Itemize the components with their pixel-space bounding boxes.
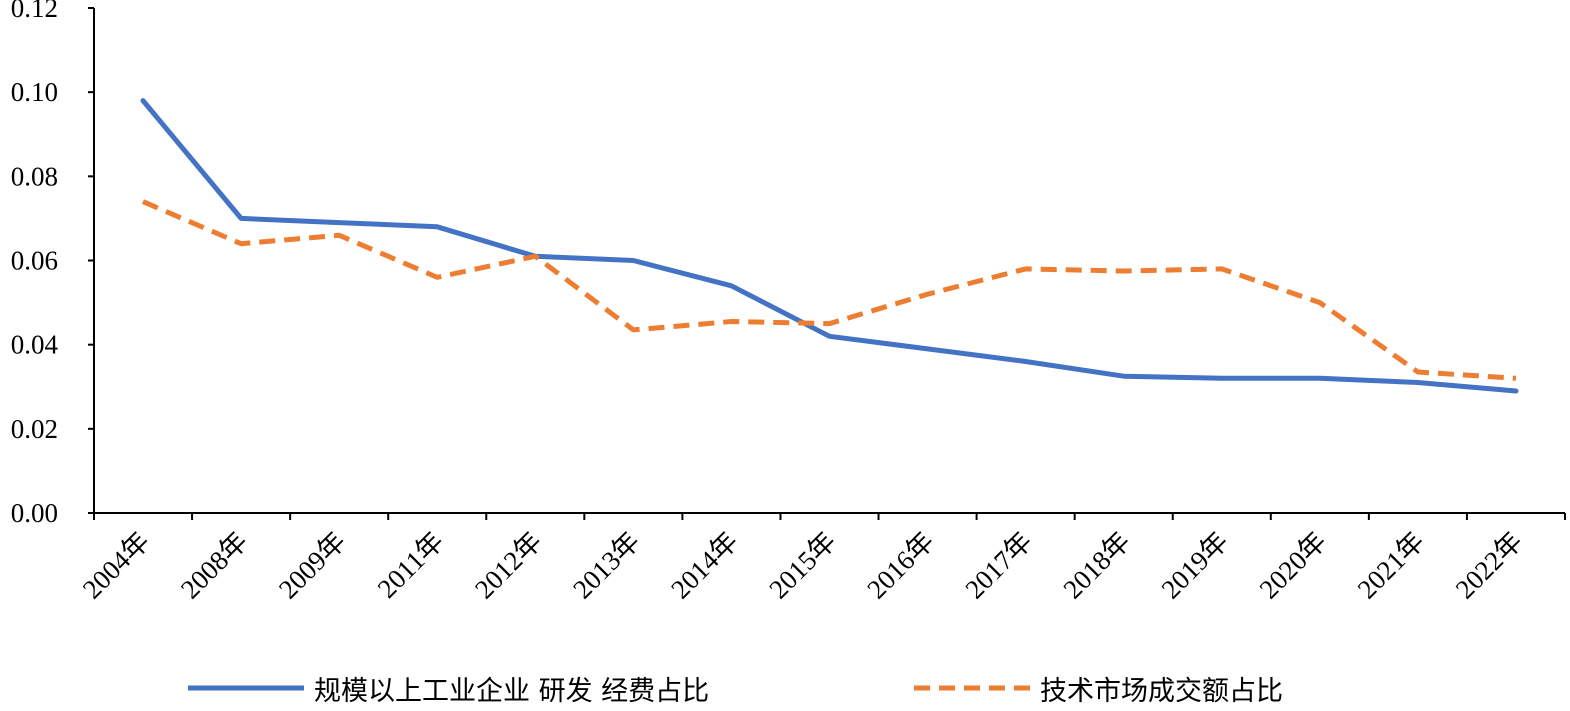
y-tick-label: 0.02: [11, 414, 58, 444]
y-tick-label: 0.08: [11, 161, 58, 191]
x-tick-label: 2016年: [861, 526, 939, 604]
data-point-series-1: [630, 258, 636, 264]
data-point-series-1: [336, 220, 342, 226]
data-point-series-2: [728, 319, 734, 325]
data-point-series-2: [630, 327, 636, 333]
data-point-series-1: [728, 283, 734, 289]
data-point-series-1: [1415, 380, 1421, 386]
data-point-series-1: [434, 224, 440, 230]
data-point-series-1: [925, 346, 931, 352]
data-point-series-2: [1513, 375, 1519, 381]
data-point-series-1: [1513, 388, 1519, 394]
x-tick-label: 2012年: [469, 526, 547, 604]
data-point-series-1: [238, 215, 244, 221]
data-point-series-2: [925, 291, 931, 297]
x-tick-label: 2009年: [273, 526, 351, 604]
legend-label-series-2: 技术市场成交额占比: [1040, 675, 1283, 707]
x-tick-label: 2019年: [1156, 526, 1234, 604]
legend: 规模以上工业企业 研发 经费占比 技术市场成交额占比: [0, 668, 1570, 708]
data-point-series-1: [1219, 375, 1225, 381]
x-tick-label: 2011年: [372, 526, 450, 604]
x-axis: 2004年 2008年 2009年 2011年 2012年 2013年 2014年 2015年…: [77, 512, 1566, 605]
x-tick-label: 2013年: [567, 526, 645, 604]
x-tick-label: 2008年: [175, 526, 253, 604]
y-axis: 0.00 0.02 0.04 0.06 0.08 0.10 0.12: [11, 0, 95, 528]
y-tick-label: 0.10: [11, 77, 58, 107]
data-point-series-1: [827, 333, 833, 339]
data-point-series-2: [1121, 268, 1127, 274]
data-point-series-2: [238, 241, 244, 247]
y-tick-label: 0.06: [11, 246, 58, 276]
x-tick-label: 2015年: [763, 526, 841, 604]
data-point-series-2: [1219, 266, 1225, 272]
x-tick-label: 2021年: [1352, 526, 1430, 604]
y-tick-label: 0.00: [11, 498, 58, 528]
series-lines: [140, 98, 1519, 394]
data-point-series-1: [140, 98, 146, 104]
data-point-series-2: [140, 199, 146, 205]
data-point-series-2: [1415, 369, 1421, 375]
series-line-2: [142, 199, 1517, 381]
data-point-series-1: [1121, 373, 1127, 379]
y-tick-label: 0.12: [11, 0, 58, 23]
data-point-series-2: [1023, 266, 1029, 272]
legend-item-series-2: 技术市场成交额占比: [914, 668, 1283, 708]
y-tick-label: 0.04: [11, 330, 59, 360]
data-point-series-2: [1317, 300, 1323, 306]
data-point-series-2: [434, 274, 440, 280]
x-tick-label: 2017年: [959, 526, 1037, 604]
legend-swatch-solid-line: [188, 685, 304, 691]
x-tick-label: 2022年: [1450, 526, 1528, 604]
x-tick-label: 2018年: [1057, 526, 1135, 604]
x-tick-label: 2004年: [77, 526, 155, 604]
series-line-1: [140, 98, 1519, 394]
x-tick-label: 2020年: [1254, 526, 1332, 604]
data-point-series-2: [532, 253, 538, 259]
legend-label-series-1: 规模以上工业企业 研发 经费占比: [314, 675, 710, 707]
x-tick-label: 2014年: [665, 526, 743, 604]
data-point-series-1: [1023, 359, 1029, 365]
legend-item-series-1: 规模以上工业企业 研发 经费占比: [188, 668, 709, 708]
data-point-series-2: [336, 232, 342, 238]
legend-swatch-dashed-line: [914, 685, 1030, 691]
data-point-series-2: [827, 321, 833, 327]
data-point-series-1: [1317, 375, 1323, 381]
